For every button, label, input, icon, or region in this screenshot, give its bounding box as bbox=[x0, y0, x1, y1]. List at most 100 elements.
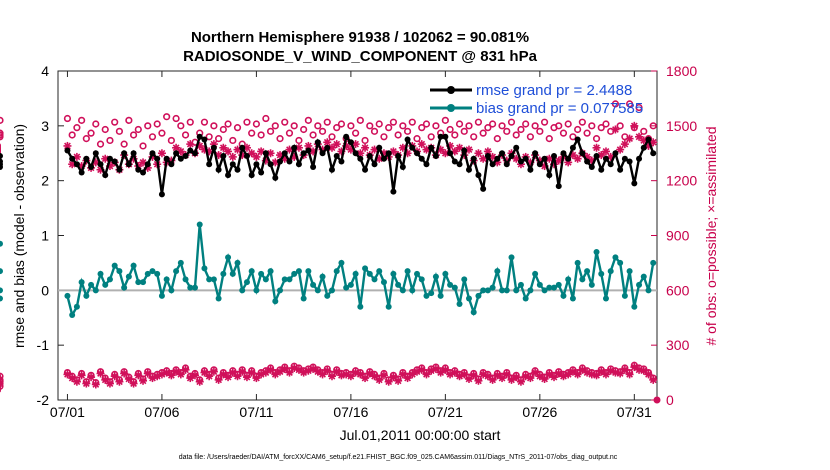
bias-point bbox=[0, 268, 3, 275]
rmse-point bbox=[598, 166, 605, 173]
obs_low_assimilated-point-stroke bbox=[607, 367, 615, 375]
bias-point bbox=[243, 279, 250, 286]
obs_low_assimilated-point-stroke bbox=[479, 371, 487, 378]
obs_low_assimilated-point bbox=[190, 371, 199, 380]
bias-point bbox=[409, 287, 416, 294]
bias-point bbox=[551, 284, 558, 291]
obs_low_assimilated-point-stroke bbox=[125, 375, 133, 383]
legend-marker-rmse bbox=[447, 86, 455, 94]
obs_possible-point bbox=[167, 136, 175, 145]
obs_low_assimilated-point-stroke bbox=[390, 373, 397, 381]
obs_possible-point bbox=[186, 118, 194, 126]
bias-point bbox=[262, 276, 269, 283]
bias-point bbox=[347, 281, 354, 288]
obs_assimilated-point bbox=[228, 152, 237, 161]
obs_low_assimilated-point bbox=[115, 377, 124, 386]
bias-point bbox=[83, 292, 90, 299]
obs_possible-point bbox=[163, 113, 171, 121]
obs_low_assimilated-point-stroke bbox=[78, 371, 86, 379]
obs_possible-point bbox=[210, 122, 218, 130]
obs_low_assimilated-point-stroke bbox=[522, 372, 530, 380]
obs_low_assimilated-point-stroke bbox=[238, 368, 246, 376]
obs_possible-point bbox=[422, 120, 431, 128]
bias-point bbox=[499, 287, 506, 294]
bias-point bbox=[465, 295, 472, 302]
y2-axis-label: # of obs: o=possible; ×=assimilated bbox=[703, 126, 719, 345]
obs_possible-point bbox=[441, 116, 449, 124]
obs_possible-point bbox=[125, 116, 133, 124]
obs_low_assimilated-point bbox=[82, 379, 91, 388]
obs_low_assimilated-point-stroke bbox=[640, 367, 648, 375]
rmse-point bbox=[423, 161, 430, 168]
obs_possible-point bbox=[96, 140, 105, 148]
obs_low_assimilated-point bbox=[356, 370, 365, 379]
bias-point bbox=[442, 270, 449, 277]
bias-point bbox=[225, 254, 232, 261]
obs_low_assimilated-point bbox=[611, 368, 620, 377]
rmse-point bbox=[499, 150, 506, 157]
rmse-point bbox=[418, 155, 425, 162]
bias-point bbox=[248, 268, 255, 275]
obs_possible-point bbox=[257, 131, 265, 139]
rmse-point bbox=[116, 166, 123, 173]
rmse-point bbox=[281, 150, 288, 157]
obs_assimilated-point bbox=[186, 140, 195, 149]
obs_low_assimilated-point-stroke bbox=[380, 371, 388, 379]
rmse-point bbox=[437, 133, 444, 140]
rmse-point bbox=[239, 144, 246, 151]
obs_low_assimilated-point-stroke bbox=[229, 369, 237, 376]
rmse-point bbox=[470, 155, 477, 162]
rmse-point bbox=[347, 139, 354, 146]
y-axis-label: rmse and bias (model - observation) bbox=[11, 124, 27, 348]
obs_assimilated-point bbox=[327, 143, 336, 152]
bias-point bbox=[154, 270, 161, 277]
obs_low_assimilated-point bbox=[474, 376, 483, 385]
y2-tick-label: 1800 bbox=[666, 63, 697, 79]
rmse-point bbox=[253, 161, 260, 168]
bias-point bbox=[88, 281, 95, 288]
bias-point bbox=[140, 279, 147, 286]
obs_low_assimilated-point bbox=[578, 365, 587, 374]
legend: rmse grand pr = 2.4488 bias grand pr = 0… bbox=[430, 82, 643, 117]
obs_possible-point bbox=[300, 125, 308, 134]
obs_low_assimilated-point-stroke bbox=[555, 370, 563, 377]
rmse-point bbox=[248, 172, 255, 179]
obs_possible-point bbox=[144, 122, 152, 130]
obs_assimilated-point-stroke bbox=[635, 133, 643, 141]
obs_assimilated-point-stroke bbox=[612, 126, 619, 133]
chart-title-line1: Northern Hemisphere 91938 / 102062 = 90.… bbox=[191, 29, 529, 46]
obs_possible-point bbox=[309, 131, 317, 139]
obs_low_assimilated-point bbox=[72, 377, 81, 386]
bias-point bbox=[494, 268, 501, 275]
rmse-point bbox=[201, 136, 208, 143]
bias-point bbox=[135, 279, 142, 286]
rmse-point bbox=[480, 185, 487, 192]
rmse-point bbox=[385, 150, 392, 157]
obs_low_assimilated-point bbox=[186, 374, 195, 383]
obs_assimilated-point-stroke bbox=[437, 146, 445, 153]
bias-point bbox=[324, 292, 331, 299]
obs_low_assimilated-point bbox=[195, 377, 204, 386]
obs_low_assimilated-point-stroke bbox=[276, 368, 284, 376]
obs_low_assimilated-point-stroke bbox=[196, 378, 204, 386]
obs_low_assimilated-point-stroke bbox=[120, 370, 128, 377]
rmse-point bbox=[475, 172, 482, 179]
rmse-point bbox=[267, 161, 274, 168]
obs_low_assimilated-point-stroke bbox=[366, 370, 374, 377]
bias-point bbox=[338, 259, 345, 266]
obs_low_assimilated-point bbox=[134, 371, 143, 380]
rmse-point bbox=[621, 155, 628, 162]
obs_low_assimilated-point bbox=[365, 369, 374, 378]
obs_low_assimilated-point-stroke bbox=[578, 366, 586, 374]
rmse-point bbox=[140, 169, 147, 176]
obs_possible-point bbox=[181, 131, 190, 139]
obs_possible-point bbox=[517, 125, 525, 134]
obs_low_assimilated-point-stroke bbox=[399, 371, 407, 378]
rmse-point bbox=[324, 144, 331, 151]
obs_possible-point bbox=[578, 118, 586, 126]
obs_possible-point bbox=[314, 122, 322, 130]
rmse-point bbox=[428, 144, 435, 151]
rmse-point bbox=[102, 172, 109, 179]
rmse-point bbox=[494, 155, 501, 162]
obs_assimilated-point-stroke bbox=[626, 135, 633, 143]
